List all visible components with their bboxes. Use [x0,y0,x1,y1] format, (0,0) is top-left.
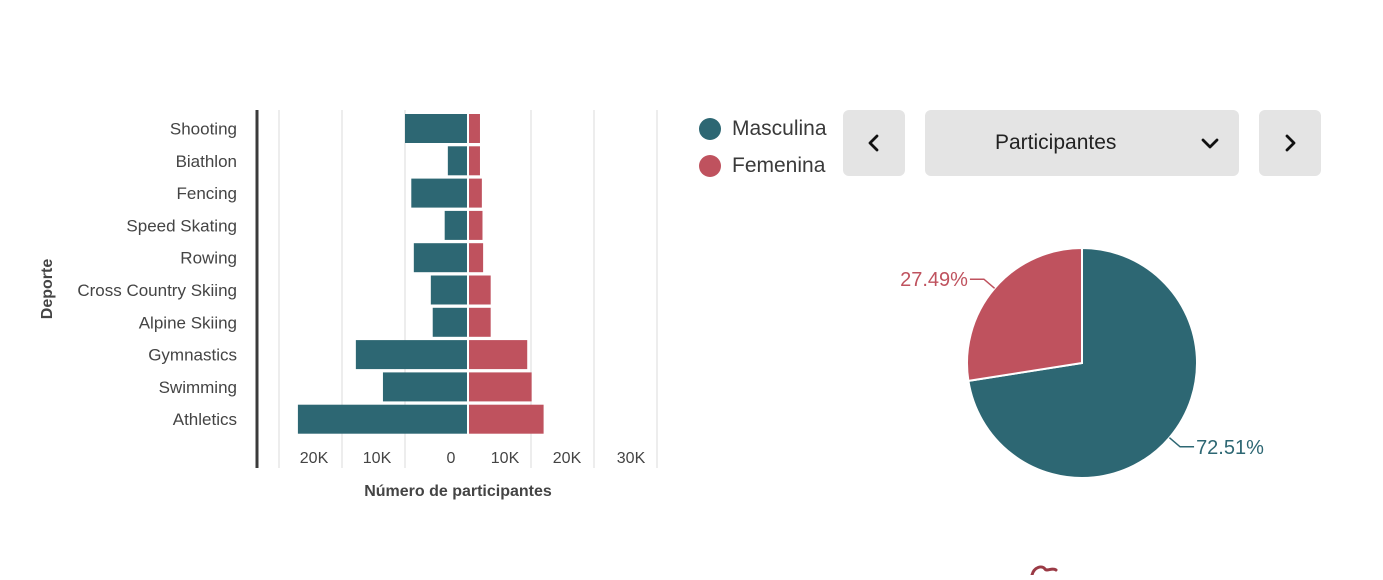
bar-femenina [468,146,480,176]
bar-masculina [413,243,468,273]
category-label: Alpine Skiing [139,313,237,332]
bar-femenina [468,243,484,273]
next-button[interactable] [1259,110,1321,176]
bar-femenina [468,210,483,240]
pie-leader-line [1168,437,1195,448]
pie-leader-line [969,278,996,289]
legend-label-femenina: Femenina [732,153,826,177]
bar-femenina [468,307,491,337]
x-tick-label: 30K [617,450,646,467]
legend-swatch-femenina [699,154,721,177]
bar-masculina [447,146,468,176]
y-axis-title: Deporte [39,259,56,320]
bar-femenina [468,275,491,305]
bar-masculina [430,275,468,305]
chevron-left-icon [867,134,881,152]
bar-masculina [297,404,468,434]
chevron-down-icon [1201,136,1219,150]
x-tick-label: 10K [491,450,520,467]
category-label: Fencing [177,184,237,203]
x-tick-label: 0 [447,450,456,467]
legend-item-femenina[interactable]: Femenina [699,147,827,184]
bar-femenina [468,114,480,143]
bar-masculina [405,114,468,143]
x-tick-label: 20K [300,450,329,467]
category-label: Athletics [173,410,237,429]
x-tick-label: 20K [553,450,582,467]
bar-femenina [468,340,528,370]
category-label: Swimming [159,378,237,397]
category-label: Biathlon [176,152,237,171]
previous-button[interactable] [843,110,905,176]
pie-slice-label: 27.49% [900,269,968,291]
x-tick-label: 10K [363,450,392,467]
logo-icon [1028,562,1062,580]
bar-femenina [468,404,544,434]
x-axis-title: Número de participantes [364,483,552,500]
category-label: Cross Country Skiing [77,281,237,300]
bar-masculina [382,372,468,402]
chevron-right-icon [1283,134,1297,152]
bar-masculina [355,340,468,370]
legend: Masculina Femenina [699,110,827,184]
participants-bar-chart: Shooting Biathlon Fencing Speed Skating Rowi… [39,110,658,500]
metric-dropdown-value: Participantes [995,131,1117,154]
legend-swatch-masculina [699,117,721,140]
bar-femenina [468,372,532,402]
pie-slice-label: 72.51% [1196,437,1264,459]
category-label: Rowing [180,249,237,268]
bar-femenina [468,178,482,208]
pie-slice-femenina [966,246,1083,383]
legend-label-masculina: Masculina [732,116,827,140]
gender-pie-chart: 72.51% 27.49% [900,246,1264,479]
metric-dropdown[interactable]: Participantes [925,110,1239,176]
legend-item-masculina[interactable]: Masculina [699,110,827,147]
bar-masculina [411,178,468,208]
category-label: Speed Skating [126,216,237,235]
bar-masculina [432,307,468,337]
category-label: Shooting [170,120,237,139]
bar-masculina [444,210,468,240]
category-label: Gymnastics [148,346,237,365]
